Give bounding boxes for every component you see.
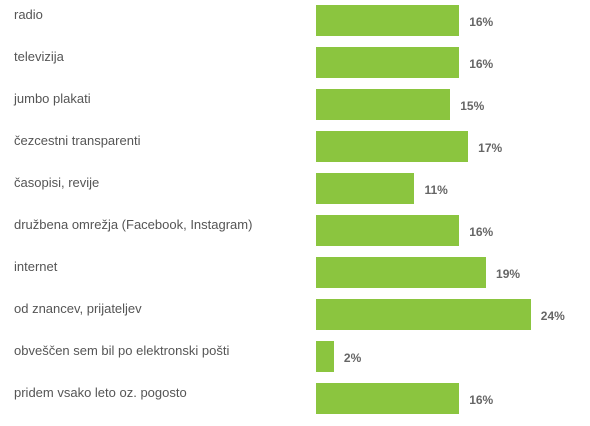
value-label: 11%: [424, 183, 448, 197]
bar: [316, 47, 460, 78]
bar: [316, 215, 460, 246]
bar-row: od znancev, prijateljev 24%: [0, 299, 590, 341]
bar-row: obveščen sem bil po elektronski pošti 2%: [0, 341, 590, 383]
value-label: 16%: [469, 57, 494, 71]
value-label: 15%: [460, 99, 485, 113]
value-label: 16%: [469, 393, 494, 407]
bar-row: jumbo plakati 15%: [0, 89, 590, 131]
bar-row: pridem vsako leto oz. pogosto 16%: [0, 383, 590, 425]
bar: [316, 257, 487, 288]
bar: [316, 89, 451, 120]
bar: [316, 383, 460, 414]
value-label: 2%: [343, 351, 362, 365]
bar-row: internet 19%: [0, 257, 590, 299]
category-label: obveščen sem bil po elektronski pošti: [14, 343, 230, 358]
bar: [316, 5, 460, 36]
bar-row: čezcestni transparenti 17%: [0, 131, 590, 173]
category-label: čezcestni transparenti: [14, 133, 141, 148]
bar: [316, 299, 531, 330]
value-label: 19%: [496, 267, 521, 281]
value-label: 16%: [469, 15, 494, 29]
bar-row: družbena omrežja (Facebook, Instagram) 16…: [0, 215, 590, 257]
bar: [316, 341, 334, 372]
category-label: internet: [14, 259, 58, 274]
bar-row: televizija 16%: [0, 47, 590, 89]
category-label: radio: [14, 7, 43, 22]
category-label: časopisi, revije: [14, 175, 100, 190]
bar-row: radio 16%: [0, 5, 590, 47]
bar: [316, 173, 415, 204]
category-label: od znancev, prijateljev: [14, 301, 142, 316]
bar: [316, 131, 469, 162]
value-label: 24%: [540, 309, 565, 323]
value-label: 17%: [478, 141, 503, 155]
category-label: družbena omrežja (Facebook, Instagram): [14, 217, 253, 232]
category-label: jumbo plakati: [14, 91, 91, 106]
category-label: pridem vsako leto oz. pogosto: [14, 385, 187, 400]
value-label: 16%: [469, 225, 494, 239]
bar-row: časopisi, revije 11%: [0, 173, 590, 215]
category-label: televizija: [14, 49, 64, 64]
